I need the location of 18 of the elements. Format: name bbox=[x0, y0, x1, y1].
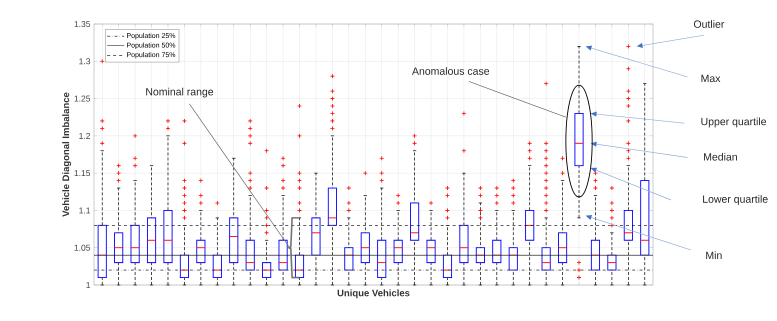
y-tick-label: 1.3 bbox=[79, 58, 90, 64]
annotation: Nominal range bbox=[146, 88, 214, 98]
text: Max bbox=[701, 74, 720, 82]
y-tick-label: 1.2 bbox=[79, 132, 90, 139]
y-axis-title: Vehicle Diagonal Imbalance bbox=[62, 92, 72, 217]
text: Min bbox=[706, 251, 722, 259]
y-tick-label: 1.35 bbox=[74, 20, 90, 28]
y-tick-label: 1.1 bbox=[79, 208, 90, 214]
text: Upper quartile bbox=[701, 118, 766, 128]
y-tick-label: 1.25 bbox=[74, 96, 90, 102]
text: Outlier bbox=[694, 20, 724, 28]
annotation: Anomalous case bbox=[412, 67, 490, 75]
text: Median bbox=[704, 152, 737, 161]
x-axis-title: Unique Vehicles bbox=[338, 289, 410, 298]
y-tick-label: 1.15 bbox=[74, 170, 90, 176]
y-tick-label: 1.05 bbox=[74, 244, 90, 251]
text: Lower quartile bbox=[703, 195, 768, 205]
y-tick-label: 1 bbox=[86, 282, 90, 288]
